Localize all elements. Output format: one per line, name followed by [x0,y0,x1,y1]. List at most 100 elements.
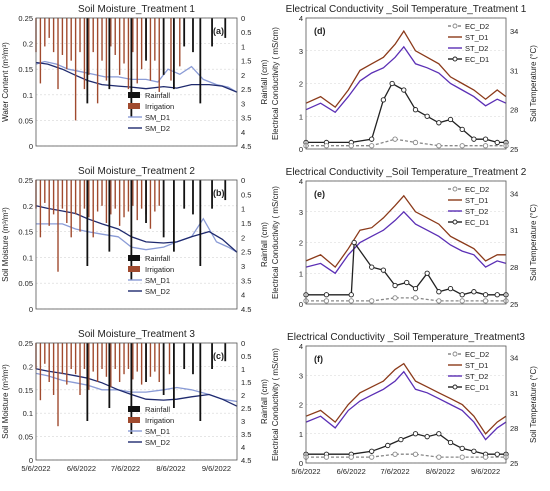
y2-tick-label: 3 [241,417,245,426]
series-ec-d1-point [471,448,477,454]
series-st-d2-line [305,45,507,114]
series-ec-d2-point [369,298,375,304]
y2-tick-label: 2 [241,233,245,242]
y2-axis-label: Soil Temperature (°C) [529,366,538,443]
legend-label: SM_D2 [145,287,170,296]
y2-tick-label: 3.5 [241,430,251,439]
series-ec-d1-point [447,439,454,446]
series-ec-d2-line [306,297,506,302]
y-tick-label: 0.05 [18,433,33,442]
y2-tick-label: 31 [510,226,518,235]
y-tick-label: 0.15 [18,65,33,74]
x-tick-label: 8/6/2022 [426,467,455,476]
y2-tick-label: 4.5 [241,456,251,465]
y2-tick-label: 0.5 [241,190,251,199]
y-tick-label: 0 [299,300,303,309]
y-tick-label: 3 [299,47,303,56]
legend: EC_D2 ST_D1 ST_D2 EC_D1 [448,185,489,227]
y-tick-label: 0.25 [18,176,33,185]
y-axis-label: Soil Moisture (m³/m³) [1,207,10,282]
y-axis-label: Soil Moisture (m³/m³) [1,364,10,439]
y-tick-label: 0.05 [18,116,33,125]
series-ec-d2-point [412,451,419,457]
chart-panel-6: Electrical Conductivity _Soil Temperatur… [271,332,538,476]
y-tick-label: 0 [299,145,303,154]
series-ec-d2-point [392,136,398,142]
x-tick-label: 7/6/2022 [111,464,140,473]
legend-swatch [128,417,140,423]
series-sm-d1-line [36,217,238,253]
legend-label: Rainfall [145,254,170,263]
series-ec-d2-point [436,143,442,149]
legend-label: Rainfall [145,405,170,414]
legend-label: SM_D2 [145,438,170,447]
series-ec-d1-point [482,292,489,298]
panel-label: (e) [314,189,325,199]
legend-label: EC_D2 [465,22,489,31]
plot-frame [35,17,238,147]
series-ec-d1-point [424,434,430,440]
series-ec-d2-point [459,298,465,304]
series-ec-d1-point [380,267,387,273]
legend-swatch [128,406,140,412]
y2-tick-label: 34 [510,189,518,198]
legend-swatch [128,92,140,98]
y-tick-label: 0 [29,142,33,151]
legend-label: ST_D1 [465,196,488,205]
series-ec-d1-point [459,445,465,452]
y2-tick-label: 1.5 [241,57,251,66]
series-ec-d1-point [412,285,419,292]
series-ec-d2-point [459,454,465,460]
x-tick-label: 9/6/2022 [471,467,500,476]
y2-tick-label: 0.5 [241,28,251,37]
y2-tick-label: 0 [241,176,245,185]
series-ec-d1-point [471,289,477,295]
series-ec-d1-point [392,282,398,289]
series-ec-d1-point [459,126,465,133]
legend-label: EC_D1 [465,55,489,64]
series-ec-d2-point [412,295,419,301]
y-tick-label: 0.25 [18,339,33,348]
series-ec-d1-point [447,116,454,123]
series-ec-d1-point [436,120,442,126]
y-tick-label: 4 [299,342,303,351]
y2-tick-label: 1 [241,205,245,214]
y-tick-label: 3 [299,208,303,217]
y2-tick-label: 31 [510,66,518,75]
y2-tick-label: 2.5 [241,248,251,257]
legend-swatch [128,103,140,109]
series-st-d1-line [305,362,507,435]
chart-title: Soil Moisture_Treatment 3 [78,329,195,340]
y-axis-label: Electrical Conductivity ( mS/cm) [271,348,280,461]
series-ec-d1-point [385,442,391,449]
chart-title: Electrical Conductivity _Soil Temperatur… [286,167,527,178]
y2-axis-label: Rainfall (cm) [260,222,269,267]
y-tick-label: 0 [29,456,33,465]
chart-panel-4: Electrical Conductivity _Soil Temperatur… [271,4,538,154]
x-tick-label: 8/6/2022 [156,464,185,473]
legend: EC_D2 ST_D1 ST_D2 EC_D1 [448,22,489,64]
y-tick-label: 0.2 [23,202,33,211]
series-ec-d1-point [323,292,330,298]
panel-label: (d) [314,26,326,36]
panel-label: (c) [213,351,224,361]
y2-tick-label: 31 [510,389,518,398]
series-ec-d1-point [348,292,354,298]
series-ec-d1-point [369,136,375,142]
series-ec-d1-point [436,431,442,437]
series-ec-d1-point [398,436,404,443]
series-ec-d1-point [459,292,465,298]
panel-label: (b) [213,188,225,198]
series-ec-d2-point [436,454,442,460]
legend-marker [452,384,458,390]
series-ec-d2-line [306,453,506,458]
series-ec-d2-point [348,143,354,149]
panel-label: (a) [213,26,224,36]
x-tick-label: 9/6/2022 [202,464,231,473]
y-axis-label: Electrical Conductivity ( mS/cm) [271,186,280,299]
y2-tick-label: 2.5 [241,404,251,413]
legend-marker [452,56,458,62]
series-ec-d2-point [412,139,419,146]
y-tick-label: 0.2 [23,362,33,371]
